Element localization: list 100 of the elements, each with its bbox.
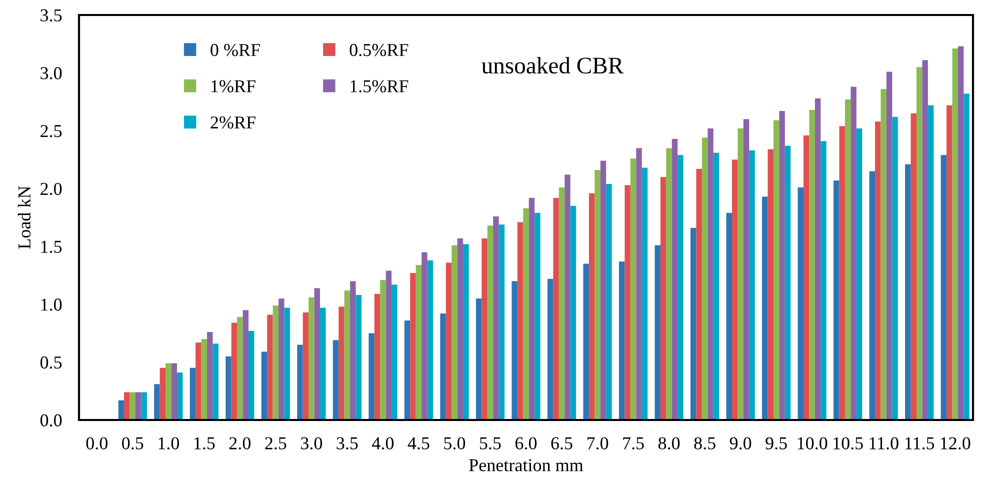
bar — [212, 344, 218, 420]
bar — [856, 128, 862, 420]
bar — [231, 322, 238, 420]
bar — [498, 224, 505, 420]
bar — [160, 368, 166, 420]
bar — [380, 280, 386, 420]
bar — [386, 270, 392, 420]
x-tick-label: 12.0 — [940, 437, 970, 450]
bar — [768, 149, 774, 420]
bar — [124, 392, 130, 420]
bar — [636, 148, 642, 420]
bar — [850, 86, 856, 420]
bar — [708, 128, 714, 420]
y-tick-label: 3.5 — [40, 9, 62, 22]
bar — [558, 187, 565, 420]
bar — [726, 212, 732, 420]
bar — [784, 146, 791, 420]
y-axis-title: Load kN — [18, 186, 31, 249]
bar — [196, 342, 202, 420]
bar — [916, 67, 922, 420]
bar — [624, 185, 630, 420]
bar — [964, 94, 970, 420]
bar — [886, 72, 892, 420]
y-tick-label: 1.5 — [41, 240, 62, 253]
y-tick-label: 3.0 — [40, 67, 62, 80]
x-tick-label: 0.0 — [86, 437, 108, 450]
bar — [588, 193, 595, 420]
x-tick-label: 10.0 — [798, 437, 828, 450]
legend-label: 0 %RF — [210, 44, 260, 56]
bar — [743, 119, 750, 420]
x-tick-label: 7.5 — [623, 437, 644, 450]
bar — [928, 105, 934, 420]
bar — [749, 150, 755, 420]
bar — [905, 164, 911, 420]
bar — [404, 320, 410, 420]
bar — [839, 126, 845, 420]
bar — [302, 312, 309, 420]
bar — [892, 116, 898, 420]
bar — [261, 352, 268, 420]
y-tick-label: 0.0 — [40, 414, 62, 427]
bar — [242, 310, 248, 420]
bar — [553, 198, 559, 420]
text: unsoaked CBR — [482, 56, 624, 74]
bar — [482, 238, 488, 420]
y-tick-label: 0.5 — [40, 356, 62, 369]
x-tick-label: 1.5 — [194, 437, 215, 450]
bar — [958, 46, 964, 420]
bar — [368, 333, 374, 420]
bar — [171, 363, 177, 420]
bar — [672, 138, 678, 420]
bar — [762, 196, 768, 420]
x-tick-label: 6.0 — [515, 437, 537, 450]
bar — [272, 305, 279, 420]
bar — [666, 148, 672, 420]
bar — [809, 110, 815, 420]
bar — [773, 120, 780, 420]
bar — [702, 138, 708, 420]
bar — [297, 344, 303, 420]
bar — [654, 245, 660, 420]
bar — [804, 135, 810, 420]
bar — [267, 314, 273, 420]
bar — [350, 281, 356, 420]
bar — [416, 264, 422, 420]
bar — [678, 155, 684, 420]
y-tick-label: 2.0 — [40, 182, 62, 196]
bar — [344, 290, 350, 420]
bar — [154, 384, 160, 420]
bar — [118, 400, 124, 420]
bar — [946, 105, 952, 420]
bar — [130, 392, 136, 420]
x-tick-label: 7.0 — [587, 437, 608, 450]
x-tick-label: 11.5 — [905, 437, 934, 450]
x-tick-label: 11.0 — [870, 437, 898, 450]
bar — [332, 340, 339, 420]
bar — [463, 244, 469, 420]
bar — [201, 339, 208, 420]
x-tick-label: 6.5 — [551, 437, 572, 450]
bar — [880, 89, 886, 420]
bar — [642, 168, 648, 420]
x-tick-label: 3.5 — [336, 437, 358, 450]
bar — [308, 297, 314, 420]
bar — [410, 273, 416, 420]
bar — [570, 206, 576, 420]
bar — [696, 168, 702, 420]
y-tick-label: 1.0 — [41, 298, 62, 311]
bar — [820, 141, 826, 420]
bar — [940, 155, 947, 420]
x-axis-title: Penetration mm — [469, 459, 584, 472]
bar — [875, 121, 881, 420]
bar — [440, 314, 446, 420]
x-tick-label: 8.0 — [658, 437, 680, 450]
legend-label: 0.5%RF — [350, 44, 408, 56]
bar — [278, 298, 284, 420]
x-tick-label: 4.0 — [372, 437, 394, 450]
x-tick-label: 0.5 — [122, 437, 144, 450]
x-tick-label: 4.5 — [408, 437, 430, 450]
bar — [248, 330, 254, 420]
bar — [136, 392, 142, 420]
bar — [356, 295, 362, 420]
x-tick-label: 2.5 — [265, 437, 286, 450]
